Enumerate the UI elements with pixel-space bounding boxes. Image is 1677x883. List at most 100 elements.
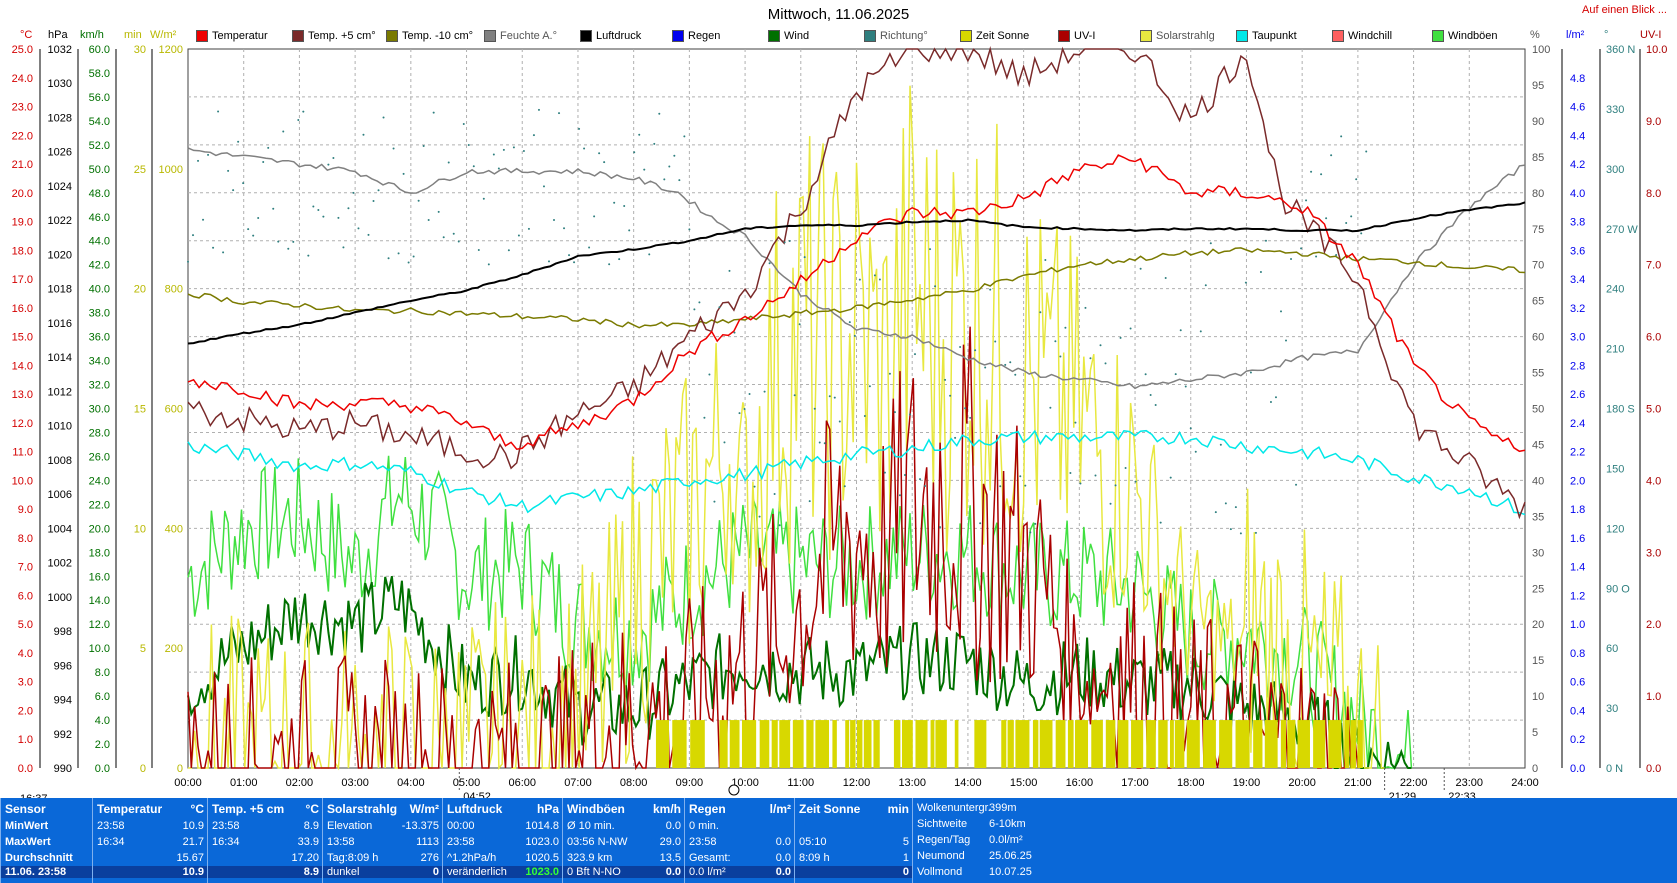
footer-last-row: 8.9 bbox=[208, 866, 323, 878]
direction-dot bbox=[232, 189, 235, 192]
sunshine-bar bbox=[1219, 720, 1233, 768]
lm2-tick: 0.4 bbox=[1570, 705, 1585, 717]
sunshine-bar bbox=[863, 720, 872, 768]
direction-dot bbox=[1059, 355, 1062, 358]
axis-header-wm2: W/m² bbox=[150, 29, 177, 41]
direction-dot bbox=[934, 285, 937, 288]
footer-row-value: 17.20 bbox=[291, 852, 319, 864]
direction-dot bbox=[1279, 310, 1282, 313]
footer-info-value: 10.07.25 bbox=[989, 866, 1032, 878]
x-tick-label: 17:00 bbox=[1121, 777, 1149, 789]
direction-dot bbox=[1029, 531, 1032, 534]
legend-label: Solarstrahlg bbox=[1156, 30, 1215, 42]
direction-dot bbox=[1315, 255, 1318, 258]
direction-dot bbox=[1099, 344, 1102, 347]
direction-dot bbox=[497, 167, 500, 170]
sunshine-bar bbox=[1032, 720, 1039, 768]
lm2-tick: 1.4 bbox=[1570, 562, 1585, 574]
temp-tick: 6.0 bbox=[18, 590, 33, 602]
direction-dot bbox=[823, 442, 826, 445]
direction-dot bbox=[643, 168, 646, 171]
direction-dot bbox=[783, 241, 786, 244]
direction-dot bbox=[1325, 217, 1328, 220]
deg-tick: 210 bbox=[1606, 344, 1624, 356]
direction-dot bbox=[427, 219, 430, 222]
direction-dot bbox=[553, 219, 556, 222]
sunshine-bar bbox=[893, 720, 901, 768]
direction-dot bbox=[738, 412, 741, 415]
sunshine-bar bbox=[779, 720, 791, 768]
legend-item-11: Taupunkt bbox=[1236, 30, 1297, 42]
footer-header-title: Regen bbox=[689, 802, 726, 816]
temp-tick: 22.0 bbox=[12, 130, 33, 142]
direction-dot bbox=[487, 263, 490, 266]
temp-tick: 25.0 bbox=[12, 44, 33, 56]
direction-dot bbox=[1109, 502, 1112, 505]
footer-row-label: 23:58 bbox=[447, 836, 475, 848]
direction-dot bbox=[352, 191, 355, 194]
footer-info-row: Regen/Tag 0.0l/m² bbox=[917, 834, 1039, 846]
corner-time: 16:37 bbox=[20, 793, 48, 798]
footer-col-solar_col: Solarstrahlg W/m² Elevation -13.375 13:58 111… bbox=[322, 798, 443, 883]
direction-dot bbox=[507, 249, 510, 252]
direction-dot bbox=[402, 172, 405, 175]
footer-last-value: 0 bbox=[902, 866, 909, 878]
sunshine-bar bbox=[915, 720, 928, 768]
temp-tick: 10.0 bbox=[12, 475, 33, 487]
overview-link[interactable]: Auf einen Blick ... bbox=[1582, 4, 1667, 16]
direction-dot bbox=[422, 145, 425, 148]
direction-dot bbox=[638, 133, 641, 136]
direction-dot bbox=[277, 240, 280, 243]
footer-col-press_col: Luftdruck hPa 00:00 1014.8 23:58 1023.0 ^1.2hP… bbox=[442, 798, 563, 883]
pct-tick: 45 bbox=[1532, 439, 1544, 451]
footer-col-temp_col: Temperatur °C 23:58 10.9 16:34 21.7 15.67 10.9 bbox=[92, 798, 208, 883]
direction-dot bbox=[1340, 135, 1343, 138]
pct-tick: 50 bbox=[1532, 404, 1544, 416]
legend-item-9: UV-I bbox=[1058, 30, 1095, 42]
footer-row-value: -13.375 bbox=[401, 820, 439, 832]
deg-tick: 270 W bbox=[1606, 224, 1638, 236]
direction-dot bbox=[372, 199, 375, 202]
direction-dot bbox=[1355, 178, 1358, 181]
footer-last-label: 0 Bft N-NO bbox=[567, 866, 621, 878]
footer-info-value: 0.0l/m² bbox=[989, 834, 1023, 846]
x-tick-label: 22:00 bbox=[1400, 777, 1428, 789]
axis-header-deg: ° bbox=[1604, 29, 1608, 41]
x-tick-label: 19:00 bbox=[1233, 777, 1261, 789]
direction-dot bbox=[1094, 474, 1097, 477]
lm2-tick: 3.8 bbox=[1570, 217, 1585, 229]
legend-label: Temp. -10 cm° bbox=[402, 30, 474, 42]
direction-dot bbox=[954, 436, 957, 439]
direction-dot bbox=[648, 253, 651, 256]
footer-row: 23:58 8.9 bbox=[212, 820, 319, 832]
direction-dot bbox=[442, 236, 445, 239]
pct-tick: 30 bbox=[1532, 547, 1544, 559]
x-tick-label: 06:00 bbox=[508, 777, 536, 789]
kmh-tick: 60.0 bbox=[89, 44, 110, 56]
legend-item-6: Wind bbox=[768, 30, 809, 42]
direction-dot bbox=[964, 407, 967, 410]
footer-header: Windböen km/h bbox=[567, 802, 681, 816]
x-tick-label: 14:00 bbox=[954, 777, 982, 789]
temp-tick: 0.0 bbox=[18, 763, 33, 775]
footer-row: 00:00 1014.8 bbox=[447, 820, 559, 832]
kmh-tick: 30.0 bbox=[89, 404, 110, 416]
legend-label: Zeit Sonne bbox=[976, 30, 1030, 42]
footer-last-label: dunkel bbox=[327, 866, 360, 878]
hpa-tick: 1002 bbox=[48, 558, 72, 570]
direction-dot bbox=[207, 153, 210, 156]
direction-dot bbox=[748, 393, 751, 396]
direction-dot bbox=[558, 112, 561, 115]
direction-dot bbox=[603, 161, 606, 164]
pct-tick: 70 bbox=[1532, 260, 1544, 272]
deg-tick: 30 bbox=[1606, 703, 1618, 715]
legend-swatch bbox=[484, 30, 496, 42]
legend-item-5: Regen bbox=[672, 30, 720, 42]
footer-row: ^1.2hPa/h 1020.5 bbox=[447, 852, 559, 864]
footer-row-label: 05:10 bbox=[799, 836, 827, 848]
series-luftdruck bbox=[187, 201, 1526, 345]
legend-label: Richtung° bbox=[880, 30, 928, 42]
direction-dot bbox=[197, 159, 200, 162]
direction-dot bbox=[1189, 427, 1192, 430]
x-tick-label: 18:00 bbox=[1177, 777, 1205, 789]
